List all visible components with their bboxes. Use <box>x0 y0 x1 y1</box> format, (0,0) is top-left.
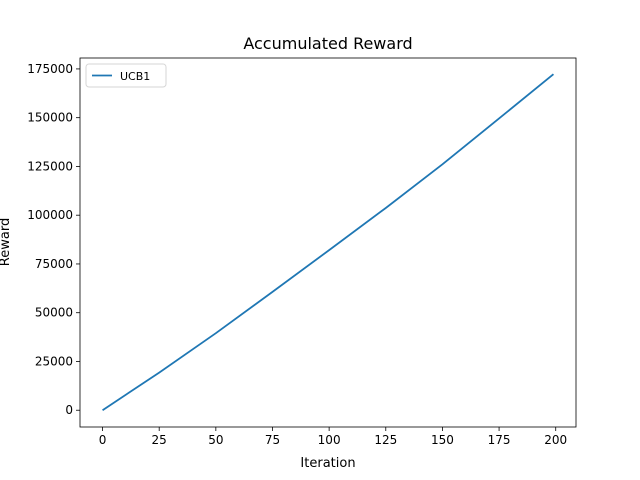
y-tick-label: 125000 <box>27 159 73 173</box>
series-line-ucb1 <box>102 73 555 411</box>
y-tick-label: 25000 <box>35 354 73 368</box>
chart-title: Accumulated Reward <box>243 34 412 53</box>
y-tick-label: 75000 <box>35 257 73 271</box>
x-tick-label: 50 <box>208 433 223 447</box>
x-tick-label: 150 <box>431 433 454 447</box>
x-tick-label: 75 <box>265 433 280 447</box>
x-tick-label: 100 <box>318 433 341 447</box>
axes-frame <box>79 57 577 428</box>
x-tick-label: 0 <box>99 433 107 447</box>
x-tick-label: 175 <box>488 433 511 447</box>
x-tick-label: 125 <box>374 433 397 447</box>
x-tick-label: 200 <box>544 433 567 447</box>
legend-box <box>85 63 167 88</box>
y-tick-label: 100000 <box>27 208 73 222</box>
axes: 0 25 50 75 100 125 150 175 200 0 25000 50000 75000 10… <box>27 57 577 447</box>
legend: UCB1 <box>85 63 167 88</box>
y-axis-label: Reward <box>0 218 13 266</box>
x-axis-label: Iteration <box>300 456 355 471</box>
y-tick-label: 0 <box>65 403 73 417</box>
plot-area <box>102 73 555 411</box>
x-tick-label: 25 <box>152 433 167 447</box>
legend-label: UCB1 <box>120 70 150 83</box>
y-tick-label: 150000 <box>27 111 73 125</box>
y-tick-label: 175000 <box>27 62 73 76</box>
y-tick-label: 50000 <box>35 306 73 320</box>
